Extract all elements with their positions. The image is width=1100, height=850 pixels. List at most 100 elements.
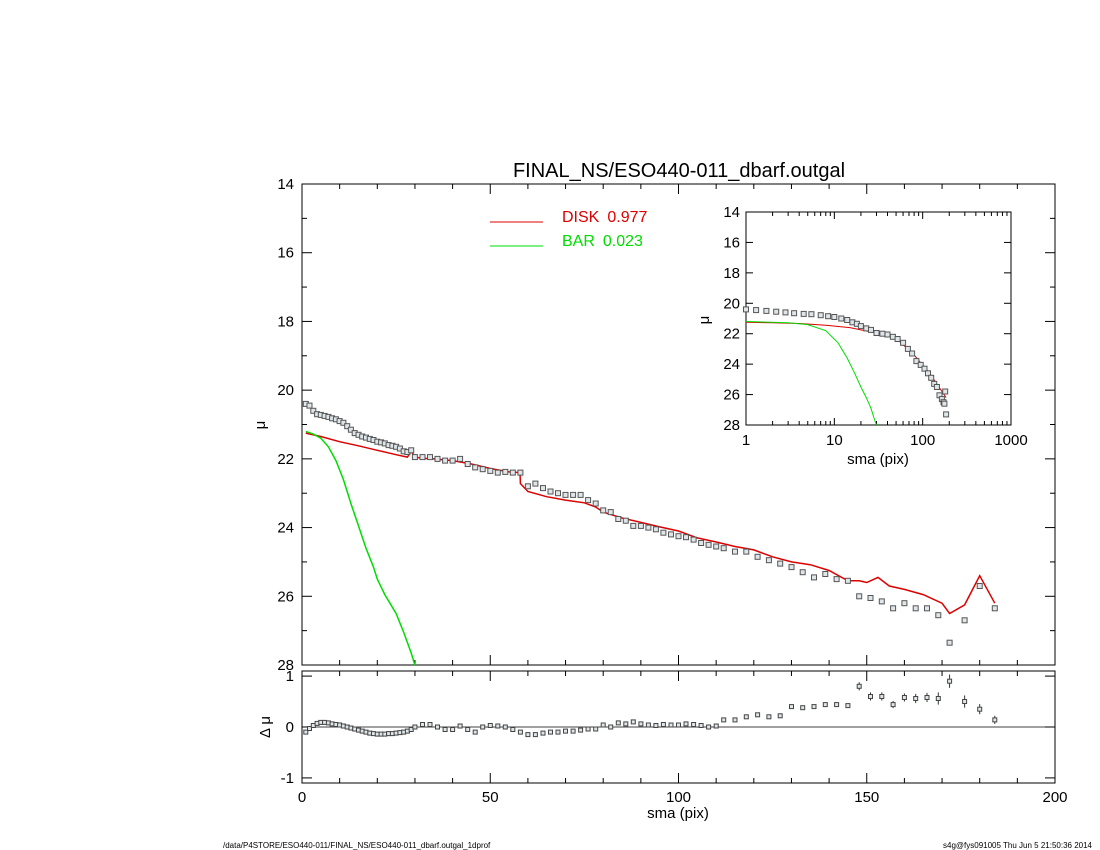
residual-point (766, 714, 772, 720)
data-point (961, 617, 968, 624)
data-point (562, 491, 569, 498)
data-point (449, 457, 456, 464)
residual-point (789, 704, 794, 710)
residual-point (811, 704, 817, 710)
residual-point (653, 723, 659, 728)
data-point (622, 517, 629, 524)
data-point (811, 574, 817, 581)
inset-data-point (879, 330, 886, 337)
residual-x-tick-label: 150 (854, 789, 879, 806)
main-series-group (302, 400, 998, 666)
inset-data-point (753, 307, 760, 314)
inset-y-axis-label: μ (696, 316, 713, 325)
residual-x-tick-label: 200 (1042, 789, 1067, 806)
residual-point (977, 706, 983, 712)
residual-point (800, 705, 806, 711)
inset-data-point (894, 336, 901, 342)
residual-point (472, 729, 478, 735)
data-point (457, 455, 464, 462)
residual-point (303, 729, 309, 735)
residual-point (307, 726, 312, 731)
data-point (502, 468, 509, 475)
residual-point (593, 726, 599, 732)
residual-point (427, 722, 433, 727)
data-point (720, 545, 727, 552)
data-point (442, 457, 449, 464)
residual-point (901, 695, 907, 700)
residual-point (420, 722, 425, 727)
inset-y-tick-label: 20 (723, 295, 740, 312)
data-point (765, 557, 772, 564)
data-point (540, 485, 546, 492)
residual-point (660, 722, 666, 727)
data-point (344, 423, 351, 430)
residual-point (608, 724, 614, 730)
residual-point (698, 723, 704, 728)
residual-y-tick-label: 1 (286, 668, 294, 685)
data-point (464, 461, 471, 467)
data-point (675, 533, 682, 540)
main-y-tick-label: 26 (277, 588, 294, 605)
residual-point (856, 683, 862, 689)
data-point (683, 534, 689, 541)
data-point (690, 536, 697, 543)
inset-data-point (857, 323, 864, 330)
inset-data-point (913, 358, 920, 365)
inset-plot-frame (745, 211, 1012, 426)
inset-data-point (800, 310, 807, 317)
inset-y-tick-label: 22 (723, 326, 740, 343)
data-point (976, 583, 983, 589)
residual-point (732, 717, 738, 723)
data-point (713, 543, 720, 550)
main-y-tick-label: 24 (277, 520, 294, 537)
inset-data-point (904, 345, 911, 352)
data-point (754, 553, 761, 560)
residual-point (630, 719, 636, 725)
inset-data-point (808, 311, 815, 318)
data-point (570, 491, 577, 498)
residual-point (721, 717, 727, 723)
residual-y-tick-label: 0 (286, 719, 294, 736)
data-point (411, 454, 418, 461)
data-point (901, 600, 908, 607)
data-point (434, 455, 441, 462)
residual-point (683, 721, 689, 727)
data-point (991, 605, 998, 612)
inset-data-point (868, 326, 874, 333)
chart-title: FINAL_NS/ESO440-011_dbarf.outgal (513, 160, 845, 182)
residual-point (525, 732, 531, 738)
data-point (652, 526, 659, 533)
residual-point (487, 723, 493, 728)
data-point (705, 541, 712, 548)
data-point (427, 454, 433, 461)
inset-data-point (941, 400, 948, 407)
residual-point (890, 702, 896, 708)
residual-point (412, 724, 418, 730)
residual-point (450, 727, 456, 732)
inset-data-point (925, 370, 931, 377)
data-point (607, 509, 614, 516)
data-point (479, 466, 486, 473)
data-point (487, 467, 494, 474)
data-point (890, 605, 897, 612)
residual-point (578, 727, 584, 733)
main-y-tick-label: 22 (277, 451, 294, 468)
footer-timestamp: s4g@fys091005 Thu Jun 5 21:50:36 2014 (943, 841, 1093, 850)
inset-y-tick-label: 24 (723, 356, 740, 373)
data-point (630, 522, 637, 529)
main-y-axis-label: μ (252, 421, 269, 430)
data-point (615, 516, 622, 522)
main-y-tick-label: 18 (277, 313, 294, 330)
data-point (524, 483, 531, 490)
inset-data-point (844, 317, 851, 323)
residual-y-tick-label: -1 (281, 770, 294, 787)
data-point (833, 576, 840, 583)
residual-point (480, 724, 486, 730)
inset-x-tick-label: 1000 (994, 432, 1027, 449)
inset-data-point (873, 330, 880, 336)
residual-point (947, 678, 953, 684)
inset-x-axis-label: sma (pix) (847, 451, 909, 468)
residual-point (585, 726, 591, 732)
inset-y-tick-label: 26 (723, 387, 740, 404)
